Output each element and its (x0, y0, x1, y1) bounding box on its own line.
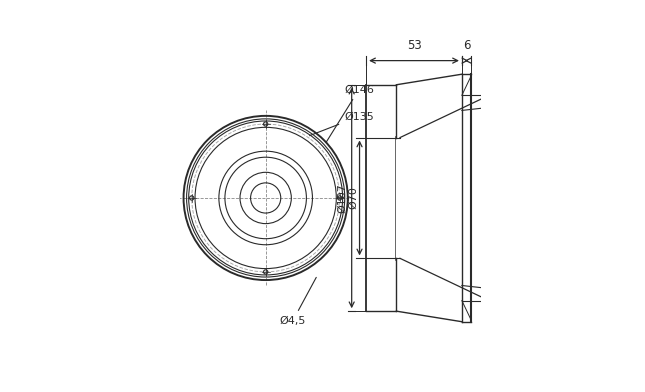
Text: Ø146: Ø146 (326, 84, 374, 143)
Text: 6: 6 (463, 39, 470, 52)
Text: Ø70: Ø70 (348, 187, 358, 209)
Text: Ø107: Ø107 (337, 183, 348, 213)
Text: Ø4,5: Ø4,5 (280, 278, 316, 326)
Text: 53: 53 (406, 39, 421, 52)
Text: Ø135: Ø135 (310, 111, 374, 136)
